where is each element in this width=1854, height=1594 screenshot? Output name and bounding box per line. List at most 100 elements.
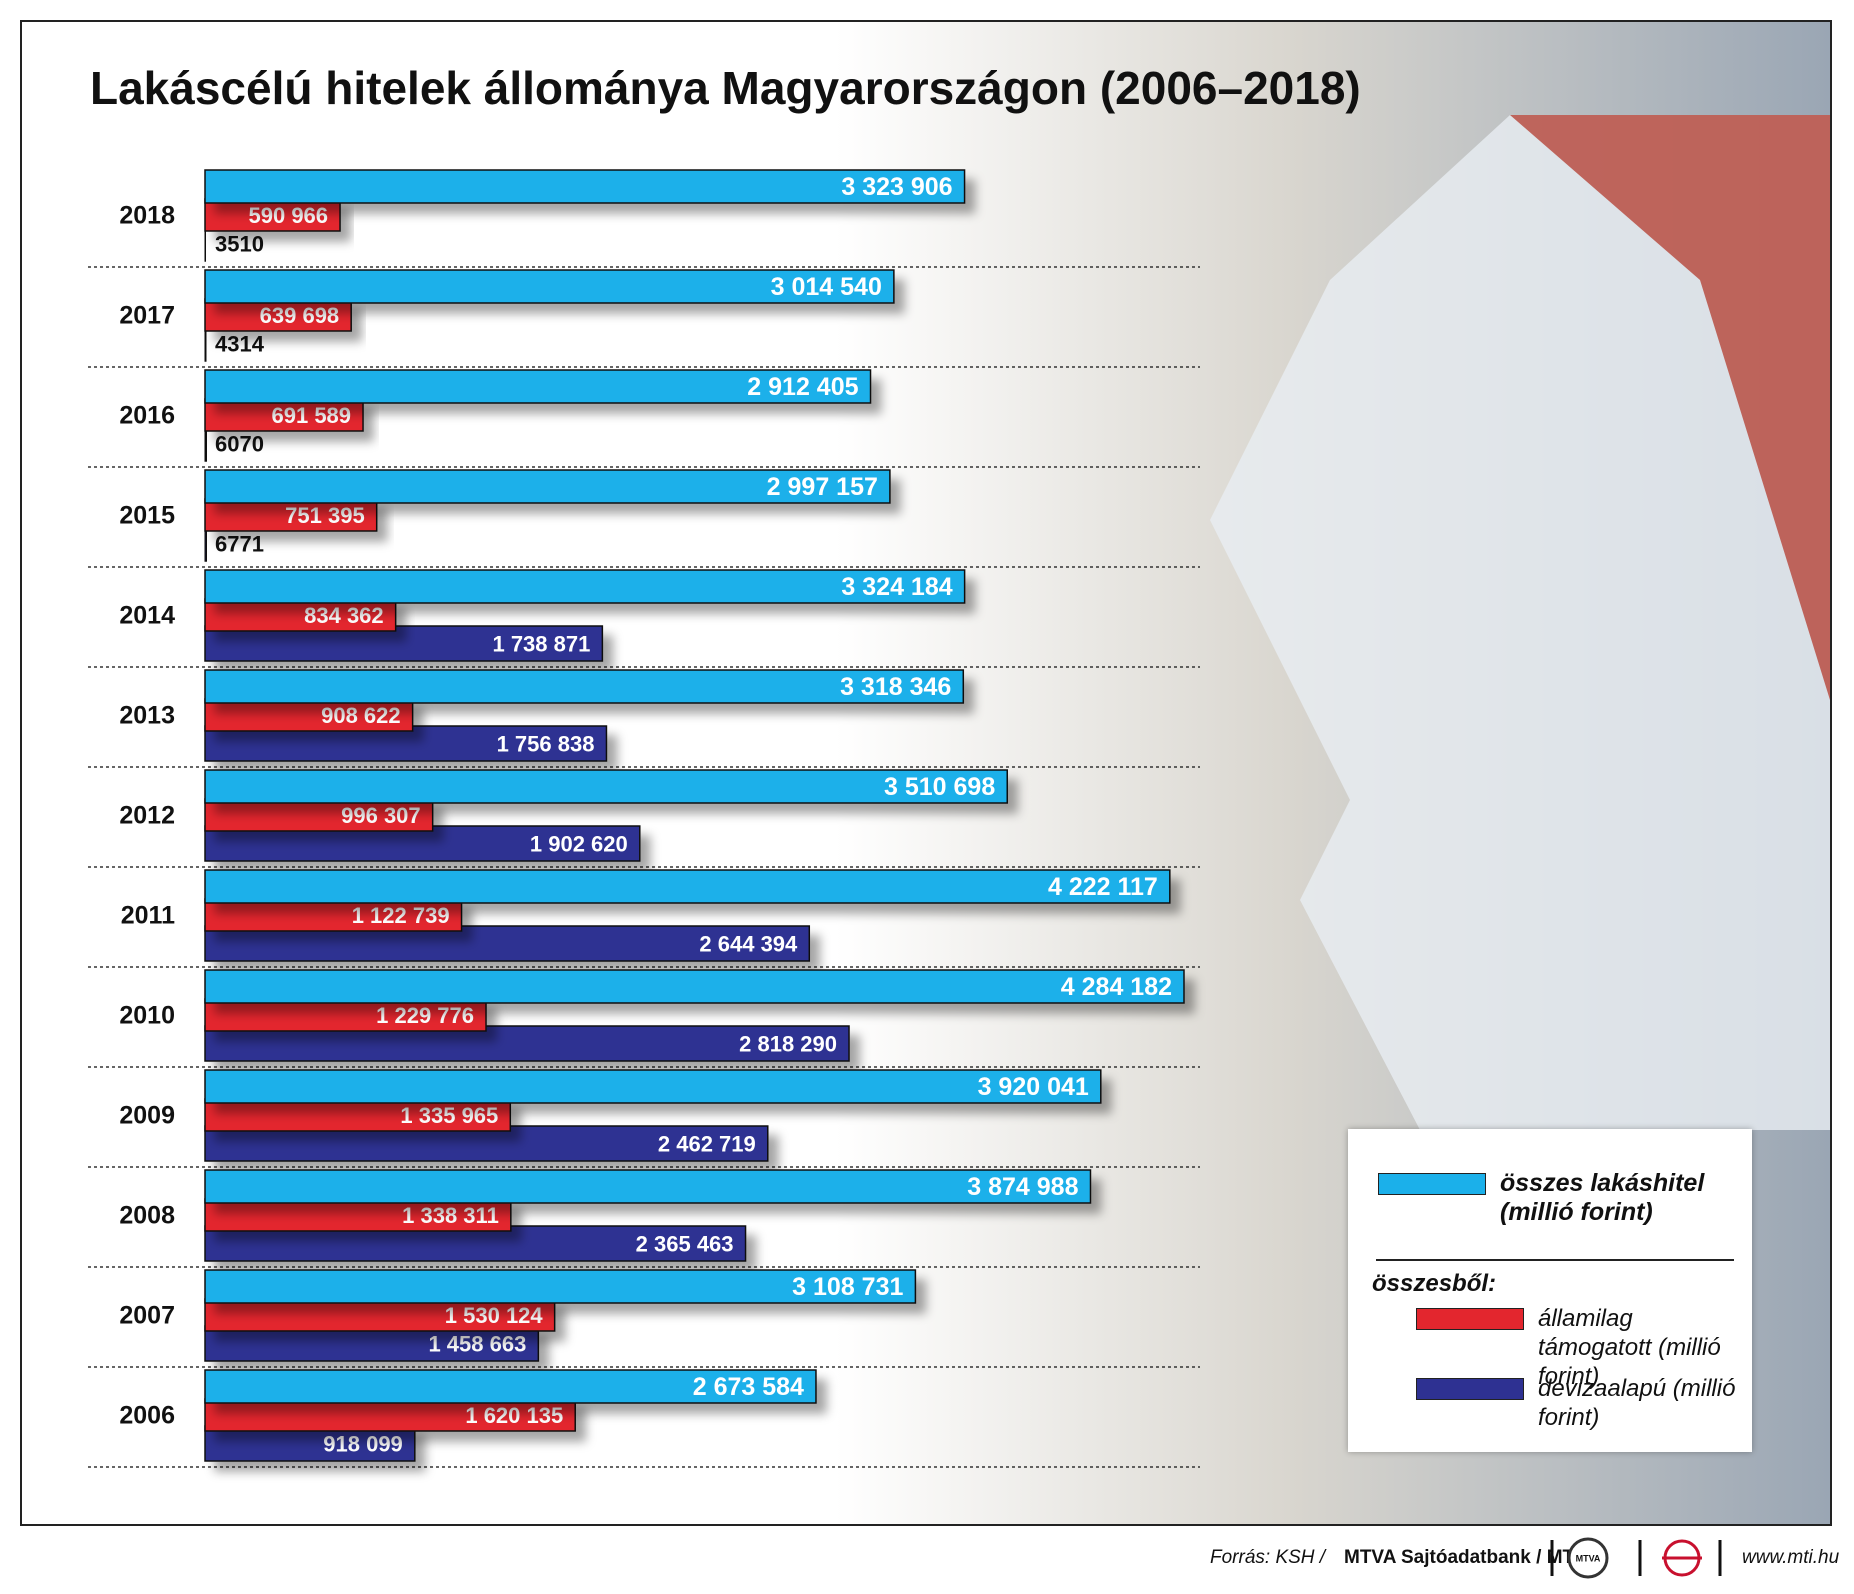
legend-swatch	[1416, 1308, 1524, 1330]
value-label: 1 738 871	[492, 631, 590, 656]
y-tick-label: 2008	[119, 1202, 175, 1230]
bar	[204, 669, 965, 704]
y-tick-label: 2010	[119, 1002, 175, 1030]
value-label: 3 920 041	[978, 1073, 1089, 1101]
bar	[204, 625, 604, 662]
y-tick-label: 2018	[119, 202, 175, 230]
value-label: 6771	[215, 531, 264, 556]
y-tick-label: 2014	[119, 602, 175, 630]
bar	[204, 569, 966, 604]
value-label: 3 014 540	[771, 273, 882, 301]
source: Forrás: KSH /	[1210, 1547, 1327, 1568]
bar	[204, 769, 1008, 804]
value-label: 996 307	[341, 803, 421, 828]
value-label: 2 462 719	[658, 1131, 756, 1156]
bar	[204, 1369, 817, 1404]
legend-subtitle: összesből:	[1372, 1270, 1497, 1297]
value-label: 691 589	[272, 403, 352, 428]
bar	[204, 1398, 576, 1432]
source-bold: MTVA Sajtóadatbank / MTI	[1344, 1547, 1579, 1568]
bar	[204, 1025, 850, 1062]
chart-title: Lakáscélú hitelek állománya Magyarország…	[90, 62, 1361, 114]
bar	[204, 925, 811, 962]
y-tick-label: 2017	[119, 302, 175, 330]
bar	[204, 469, 891, 504]
legend-swatch	[1416, 1378, 1524, 1400]
value-label: 1 335 965	[400, 1103, 498, 1128]
value-label: 908 622	[321, 703, 401, 728]
legend-swatch	[1378, 1173, 1486, 1195]
bar	[204, 898, 463, 932]
value-label: 3510	[215, 231, 264, 256]
y-tick-label: 2006	[119, 1402, 175, 1430]
legend-item: összes lakáshitel (millió forint)	[1378, 1169, 1715, 1227]
y-tick-label: 2013	[119, 702, 175, 730]
bar	[204, 1069, 1102, 1104]
bar	[204, 269, 895, 304]
bar	[204, 369, 872, 404]
bar	[204, 869, 1171, 904]
value-label: 1 338 311	[402, 1203, 499, 1228]
value-label: 1 122 739	[352, 903, 450, 928]
value-label: 1 902 620	[530, 831, 628, 856]
value-label: 1 229 776	[376, 1003, 474, 1028]
bar	[204, 825, 641, 862]
y-tick-label: 2012	[119, 802, 175, 830]
value-label: 2 912 405	[747, 373, 858, 401]
value-label: 2 644 394	[699, 931, 798, 956]
value-label: 3 324 184	[841, 573, 952, 601]
logo-circle	[1567, 1537, 1609, 1579]
value-label: 751 395	[285, 503, 365, 528]
value-label: 2 818 290	[739, 1031, 837, 1056]
house-decoration	[1210, 115, 1830, 1130]
bar	[204, 1125, 769, 1162]
value-label: 1 530 124	[445, 1303, 544, 1328]
bar	[204, 169, 966, 204]
value-label: 918 099	[323, 1431, 403, 1456]
legend-label: devizaalapú (millió forint)	[1538, 1375, 1736, 1431]
value-label: 3 318 346	[840, 673, 951, 701]
bar	[204, 798, 434, 832]
value-label: 3 510 698	[884, 773, 995, 801]
value-label: 3 874 988	[967, 1173, 1078, 1201]
url: www.mti.hu	[1742, 1547, 1840, 1568]
y-tick-label: 2007	[119, 1302, 175, 1330]
bar	[204, 598, 397, 632]
value-label: 2 673 584	[693, 1373, 804, 1401]
value-label: 4314	[215, 331, 265, 356]
y-tick-label: 2016	[119, 402, 175, 430]
roof-decoration	[1510, 115, 1830, 700]
legend-label: államilag támogatott (millió forint)	[1538, 1305, 1721, 1390]
legend-item: devizaalapú (millió forint)	[1416, 1374, 1738, 1432]
value-label: 2 365 463	[636, 1231, 734, 1256]
value-label: 834 362	[304, 603, 384, 628]
y-tick-label: 2011	[121, 902, 175, 930]
value-label: 1 620 135	[465, 1403, 563, 1428]
value-label: 1 458 663	[428, 1331, 526, 1356]
value-label: 1 756 838	[497, 731, 595, 756]
y-tick-label: 2015	[119, 502, 175, 530]
bar	[204, 1269, 917, 1304]
legend-label: összes lakáshitel (millió forint)	[1500, 1169, 1705, 1226]
bar	[204, 1098, 512, 1132]
y-tick-label: 2009	[119, 1102, 175, 1130]
bar	[204, 398, 364, 432]
bar	[204, 998, 487, 1032]
value-label: 3 108 731	[792, 1273, 903, 1301]
bar	[204, 969, 1185, 1004]
value-label: 590 966	[249, 203, 329, 228]
value-label: 2 997 157	[767, 473, 878, 501]
value-label: 6070	[215, 431, 264, 456]
value-label: 639 698	[260, 303, 340, 328]
value-label: 4 284 182	[1061, 973, 1172, 1001]
legend-divider	[1376, 1259, 1734, 1261]
bar	[204, 1198, 512, 1232]
bar	[204, 698, 414, 732]
value-label: 3 323 906	[841, 173, 952, 201]
logo-text: MTVA	[1576, 1553, 1601, 1563]
bar	[204, 1325, 540, 1362]
legend-item: államilag támogatott (millió forint)	[1416, 1304, 1738, 1391]
bar	[204, 1169, 1092, 1204]
